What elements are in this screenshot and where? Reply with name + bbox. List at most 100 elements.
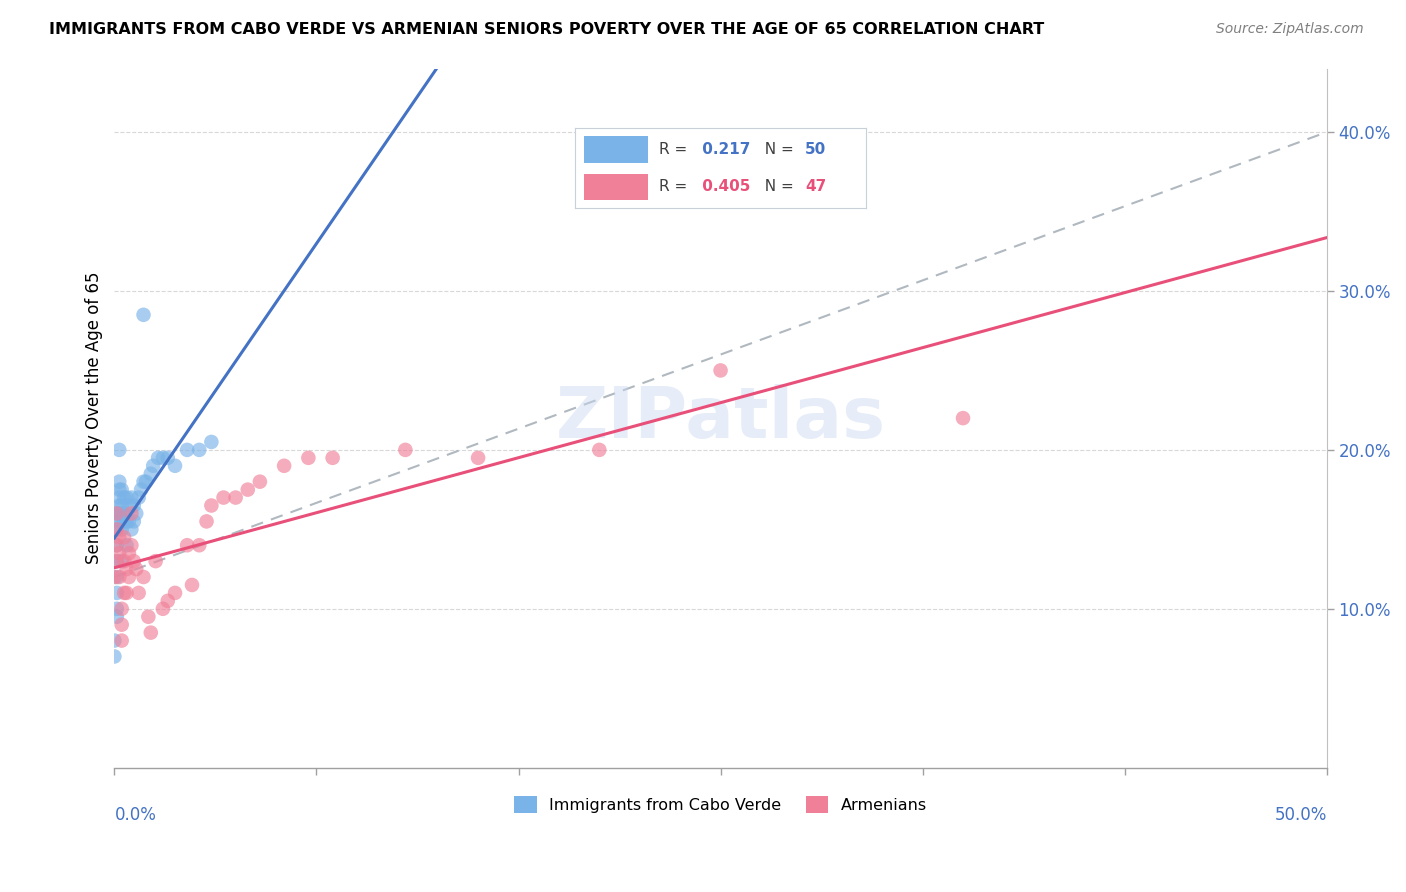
Point [112, 507, 135, 521]
Point [132, 475, 155, 489]
Point [122, 554, 145, 568]
Point [105, 538, 128, 552]
Point [105, 522, 128, 536]
Point [120, 538, 142, 552]
Point [108, 475, 131, 489]
Point [105, 570, 128, 584]
Point [108, 483, 131, 497]
Point [111, 499, 134, 513]
Point [225, 491, 247, 505]
Point [111, 507, 134, 521]
Point [156, 450, 179, 465]
Point [105, 609, 128, 624]
Point [139, 625, 162, 640]
Point [112, 491, 135, 505]
Point [108, 546, 131, 560]
Point [115, 515, 138, 529]
Point [128, 586, 150, 600]
Text: 50.0%: 50.0% [1274, 806, 1327, 824]
Point [111, 633, 134, 648]
Y-axis label: Seniors Poverty Over the Age of 65: Seniors Poverty Over the Age of 65 [86, 272, 103, 565]
Point [105, 554, 128, 568]
Point [118, 515, 141, 529]
Point [115, 491, 138, 505]
Point [142, 458, 165, 473]
Point [103, 570, 125, 584]
Point [108, 442, 131, 457]
Point [145, 554, 167, 568]
Point [118, 546, 141, 560]
Point [467, 450, 489, 465]
Point [297, 450, 319, 465]
Point [105, 586, 128, 600]
Point [152, 450, 174, 465]
Point [103, 649, 125, 664]
Point [115, 586, 138, 600]
Point [111, 602, 134, 616]
Point [108, 570, 131, 584]
Point [163, 458, 186, 473]
Point [111, 483, 134, 497]
Point [103, 633, 125, 648]
Point [163, 586, 186, 600]
Point [322, 450, 344, 465]
Point [105, 602, 128, 616]
Point [105, 538, 128, 552]
Point [115, 538, 138, 552]
Point [105, 522, 128, 536]
Point [111, 515, 134, 529]
Text: Source: ZipAtlas.com: Source: ZipAtlas.com [1216, 22, 1364, 37]
Point [111, 554, 134, 568]
Point [146, 450, 169, 465]
Point [273, 458, 295, 473]
Point [200, 499, 222, 513]
Point [176, 442, 198, 457]
Point [176, 538, 198, 552]
Point [152, 602, 174, 616]
Point [188, 538, 211, 552]
Point [105, 554, 128, 568]
Point [188, 442, 211, 457]
Point [139, 467, 162, 481]
Point [118, 499, 141, 513]
Point [394, 442, 416, 457]
Point [108, 530, 131, 544]
Point [200, 434, 222, 449]
Point [122, 515, 145, 529]
Point [111, 617, 134, 632]
Point [108, 499, 131, 513]
Point [132, 308, 155, 322]
Point [212, 491, 235, 505]
Point [132, 570, 155, 584]
Point [125, 507, 148, 521]
Point [115, 562, 138, 576]
Point [108, 491, 131, 505]
Text: ZIPatlas: ZIPatlas [555, 384, 886, 452]
Point [112, 554, 135, 568]
Point [120, 522, 142, 536]
Point [120, 507, 142, 521]
Point [108, 507, 131, 521]
Point [111, 522, 134, 536]
Text: IMMIGRANTS FROM CABO VERDE VS ARMENIAN SENIORS POVERTY OVER THE AGE OF 65 CORREL: IMMIGRANTS FROM CABO VERDE VS ARMENIAN S… [49, 22, 1045, 37]
Point [249, 475, 271, 489]
Point [952, 411, 974, 425]
Point [105, 515, 128, 529]
Point [112, 515, 135, 529]
Point [118, 570, 141, 584]
Legend: Immigrants from Cabo Verde, Armenians: Immigrants from Cabo Verde, Armenians [508, 789, 934, 819]
Point [112, 530, 135, 544]
Point [125, 562, 148, 576]
Point [236, 483, 259, 497]
Point [120, 491, 142, 505]
Point [105, 507, 128, 521]
Point [122, 499, 145, 513]
Point [181, 578, 204, 592]
Point [588, 442, 610, 457]
Point [112, 586, 135, 600]
Point [195, 515, 218, 529]
Text: 0.0%: 0.0% [114, 806, 156, 824]
Point [709, 363, 731, 377]
Point [135, 475, 157, 489]
Point [156, 594, 179, 608]
